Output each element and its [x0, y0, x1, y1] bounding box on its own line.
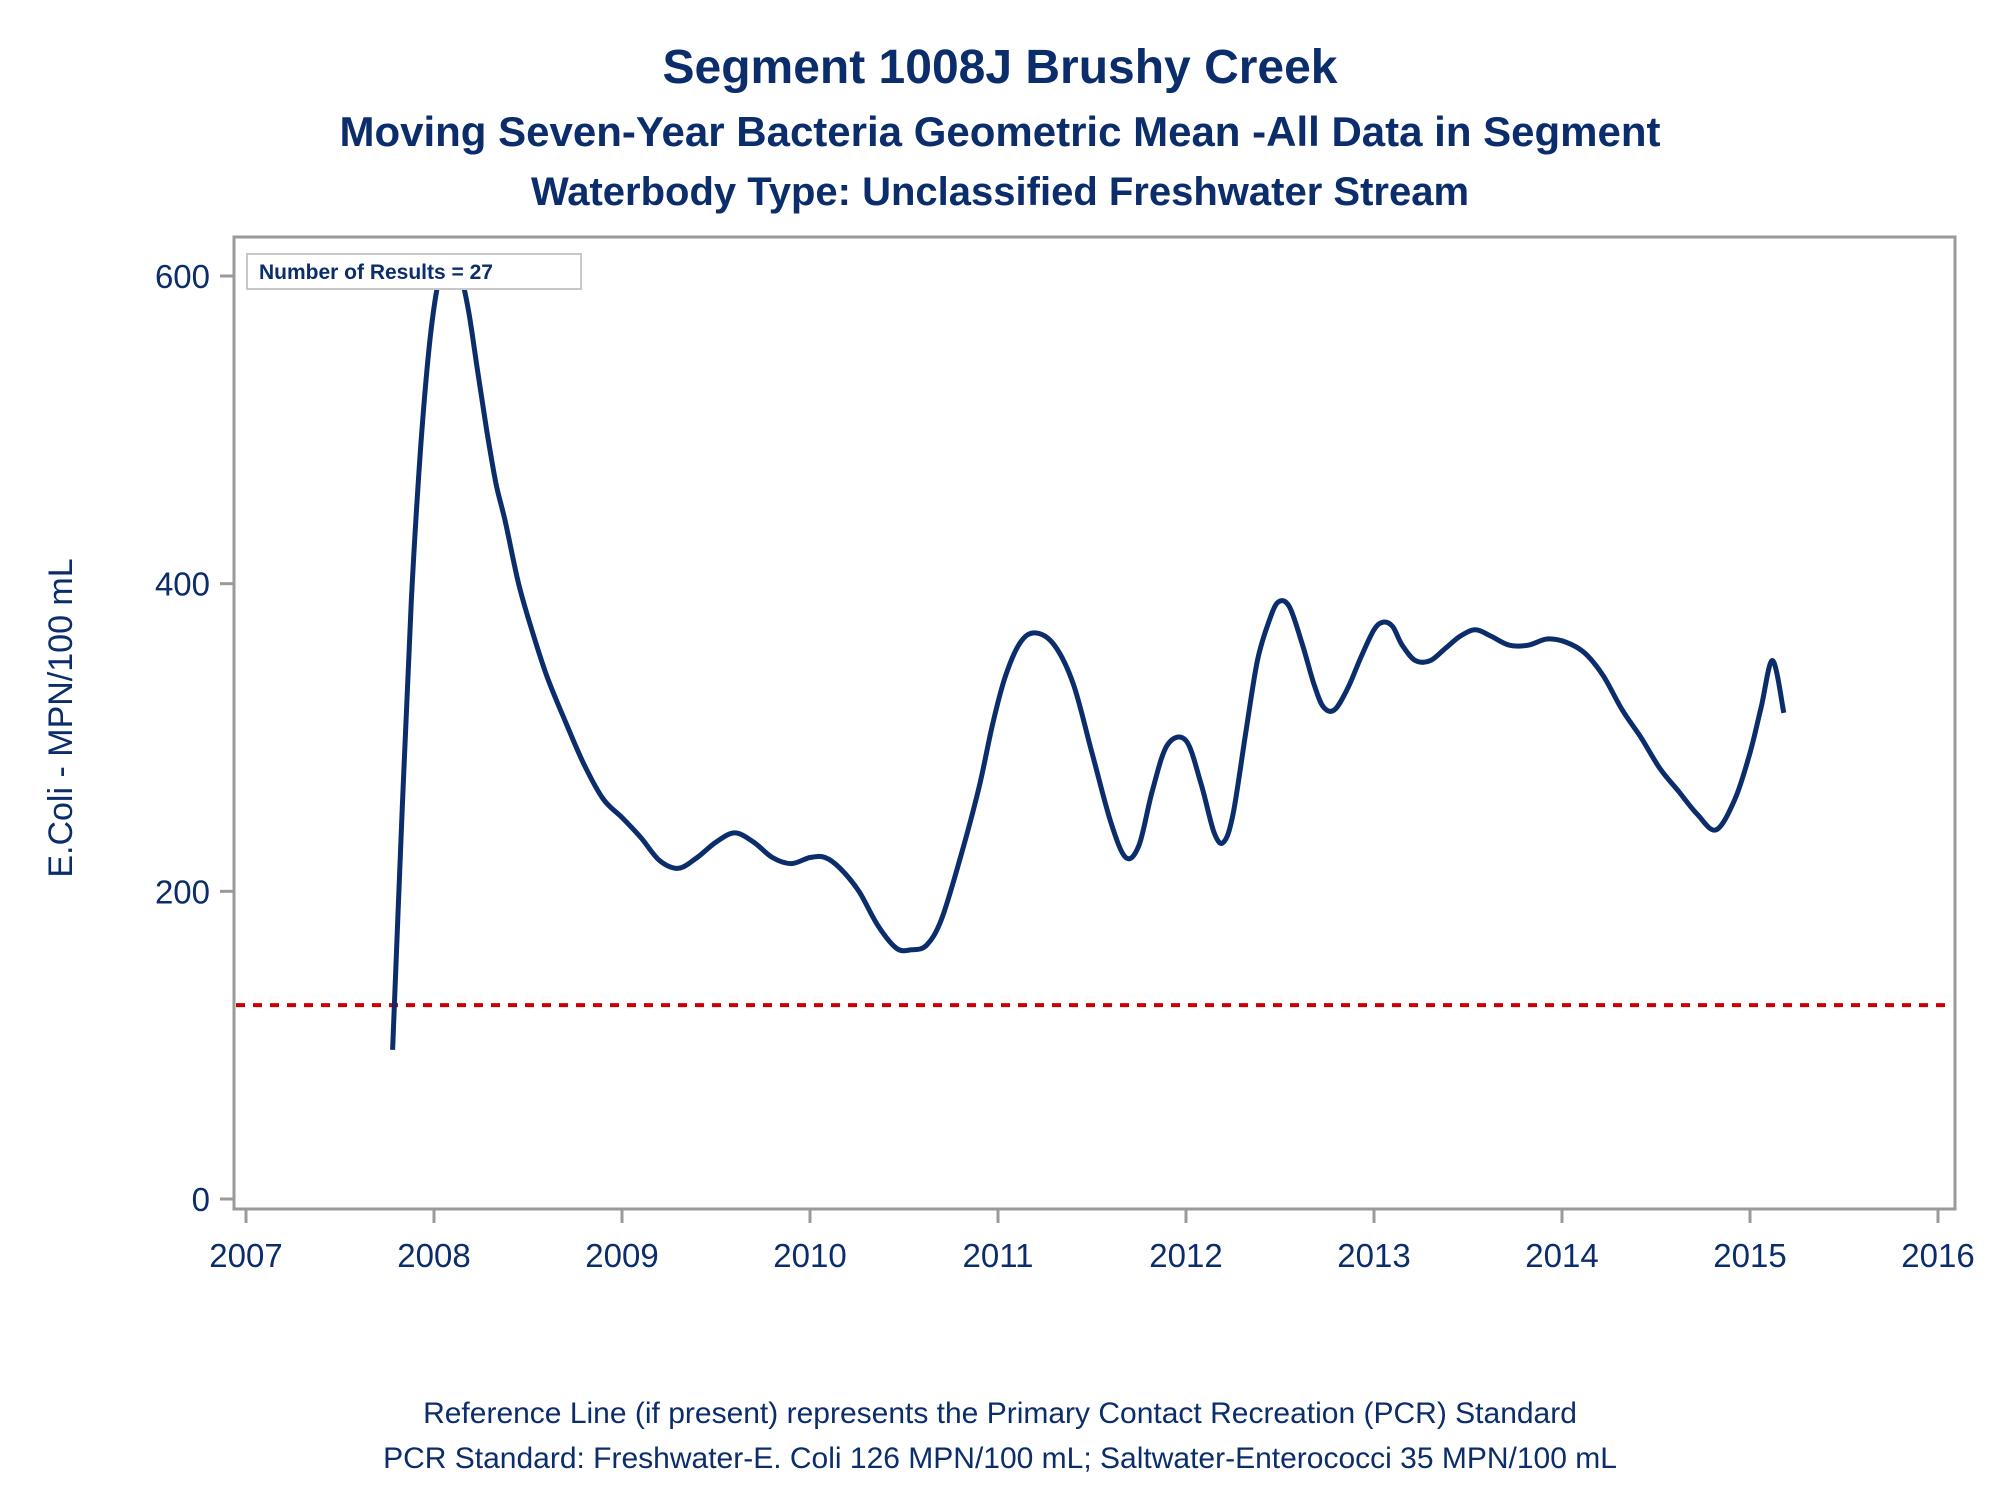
x-tick-label: 2014 — [1525, 1237, 1598, 1274]
chart-title: Segment 1008J Brushy Creek — [662, 41, 1338, 94]
x-tick-label: 2010 — [773, 1237, 846, 1274]
x-tick-label: 2008 — [397, 1237, 470, 1274]
x-tick-label: 2015 — [1713, 1237, 1786, 1274]
series-line — [390, 254, 1787, 1050]
x-tick-label: 2011 — [963, 1237, 1034, 1274]
x-tick-label: 2007 — [209, 1237, 282, 1274]
x-tick-label: 2009 — [585, 1237, 658, 1274]
results-count-label: Number of Results = 27 — [259, 261, 493, 284]
y-axis-label: E.Coli - MPN/100 mL — [42, 558, 80, 877]
y-tick-label: 0 — [192, 1181, 210, 1218]
results-count-box: Number of Results = 27 — [246, 253, 582, 290]
chart-subtitle: Moving Seven-Year Bacteria Geometric Mea… — [339, 108, 1661, 155]
x-tick-label: 2012 — [1149, 1237, 1222, 1274]
y-tick-label: 600 — [155, 258, 210, 295]
plot-frame — [232, 235, 1957, 1211]
footnote-reference: Reference Line (if present) represents t… — [423, 1397, 1577, 1430]
chart-subtitle-waterbody: Waterbody Type: Unclassified Freshwater … — [530, 170, 1470, 214]
x-tick-label: 2016 — [1901, 1237, 1974, 1274]
x-tick-label: 2013 — [1337, 1237, 1410, 1274]
footnote-pcr-standard: PCR Standard: Freshwater-E. Coli 126 MPN… — [383, 1442, 1617, 1475]
axis-ticks: 2007 2008 2009 2010 2011 2012 2013 2014 2015 2016… — [155, 258, 1975, 1274]
y-tick-label: 200 — [155, 873, 210, 910]
results-count-box-frame — [246, 253, 582, 290]
y-tick-label: 400 — [155, 566, 210, 603]
